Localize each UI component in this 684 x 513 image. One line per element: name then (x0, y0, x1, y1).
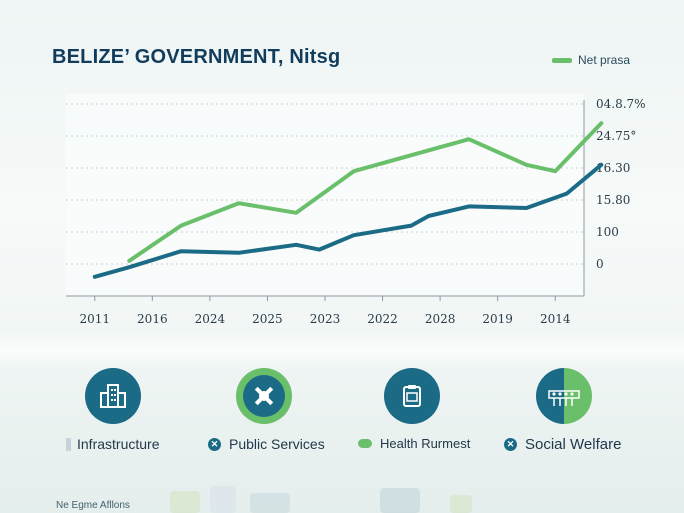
series-line-green (127, 121, 604, 263)
y-tick-label: 100 (596, 225, 619, 239)
legend-label: Net prasa (578, 53, 631, 67)
x-tick-label: 2028 (425, 312, 456, 326)
category-label-social-welfare: Social Welfare (525, 436, 622, 453)
public-services-circle (236, 368, 292, 424)
health-circle (384, 368, 440, 424)
public-services-inner (243, 375, 285, 417)
building-icon (100, 384, 126, 408)
category-public-services: ✕ Public Services (208, 436, 325, 452)
y-tick-label: 04.8.7% (596, 97, 646, 111)
health-bullet-icon (358, 439, 372, 448)
category-health: Health Rurmest (358, 436, 470, 451)
y-tick-label: 16.30 (596, 161, 630, 175)
y-tick-label: 0 (596, 257, 604, 271)
x-tick-label: 2022 (367, 312, 398, 326)
clipboard-icon (403, 385, 421, 407)
x-tick-label: 2023 (310, 312, 341, 326)
social-welfare-circle (536, 368, 592, 424)
legend: Net prasa (552, 52, 630, 68)
category-label-infrastructure: Infrastructure (77, 436, 160, 452)
puzzle-icon (254, 386, 274, 406)
x-tick-label: 2016 (137, 312, 168, 326)
x-tick-label: 2011 (80, 312, 111, 326)
decorative-blur (150, 486, 510, 513)
category-social-welfare: ✕ Social Welfare (504, 436, 621, 453)
y-tick-label: 24.75° (596, 129, 636, 143)
divider-band (0, 330, 684, 370)
x-tick-label: 2019 (482, 312, 513, 326)
category-label-public-services: Public Services (229, 436, 325, 452)
y-tick-label: 15.80 (596, 193, 630, 207)
x-icon: ✕ (504, 438, 517, 451)
line-chart: 04.8.7% 24.75° 16.30 15.80 100 0 2011 2016 2024 2… (66, 94, 646, 326)
chart-title: BELIZE’ GOVERNMENT, Nitsg (52, 46, 341, 68)
footer-note: Ne Egme Afllons (56, 500, 130, 511)
category-label-health: Health Rurmest (380, 436, 471, 451)
plot-area (66, 94, 584, 296)
legend-swatch (552, 57, 572, 63)
x-icon: ✕ (208, 437, 221, 451)
x-tick-label: 2024 (195, 312, 226, 326)
infrastructure-circle (85, 368, 141, 424)
series-line-teal (92, 162, 604, 279)
x-tick-label: 2025 (252, 312, 283, 326)
category-infrastructure: Infrastructure (66, 436, 159, 452)
people-icon (548, 390, 580, 406)
x-tick-label: 2014 (540, 312, 571, 326)
infrastructure-bullet (66, 437, 71, 451)
